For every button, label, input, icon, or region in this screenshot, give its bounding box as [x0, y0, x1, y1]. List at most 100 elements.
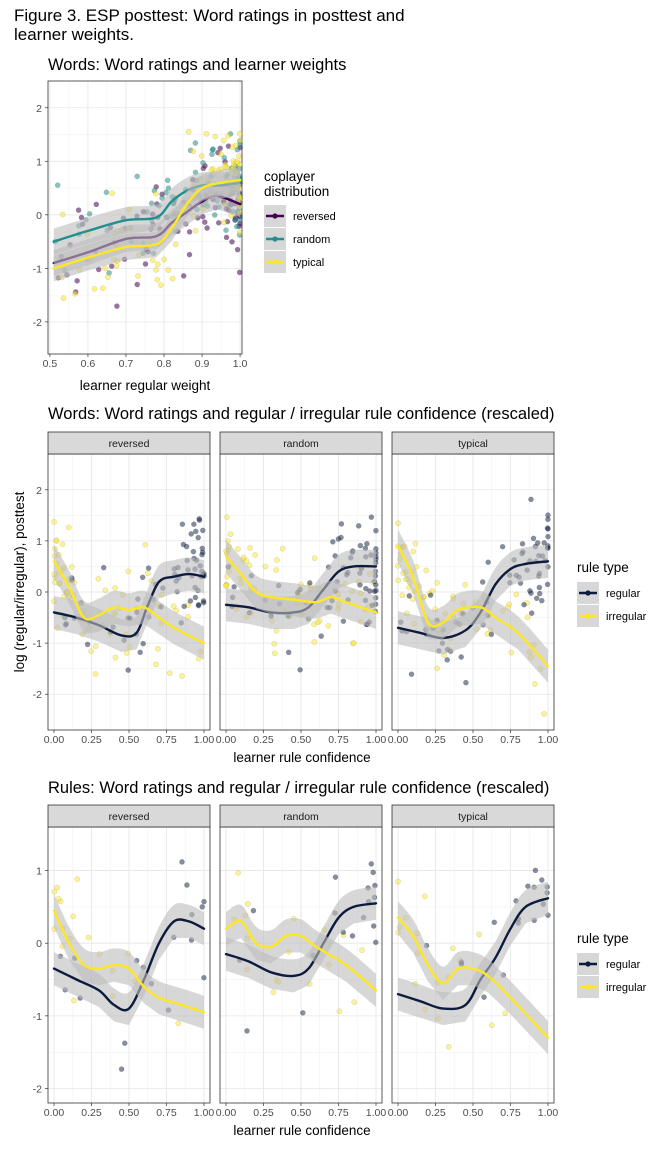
data-point: [192, 140, 199, 146]
data-point: [325, 623, 332, 629]
data-point: [247, 545, 253, 551]
facet-typical-irregular-smooth-line: [396, 916, 550, 1039]
data-point: [532, 867, 539, 874]
data-point: [330, 539, 336, 545]
facet-typical-regular-ci-band: [398, 881, 548, 1026]
facet-label: random: [283, 438, 319, 450]
data-point: [134, 281, 140, 288]
x-tick-label: 0.25: [81, 734, 102, 746]
data-point: [545, 526, 551, 532]
data-point: [539, 877, 545, 883]
data-point: [521, 601, 527, 608]
x-tick-label: 0.00: [216, 734, 237, 746]
data-point: [233, 142, 239, 149]
x-tick-label: 1.00: [366, 1107, 387, 1119]
data-point: [368, 514, 375, 520]
data-point: [234, 246, 241, 253]
data-point: [340, 618, 347, 624]
x-tick-label: 0.50: [463, 734, 484, 746]
data-point: [209, 151, 215, 158]
facet-reversed-irregular-ci-band: [54, 544, 204, 660]
facet-random-irregular-ci-band: [226, 904, 376, 1007]
data-point: [229, 239, 235, 245]
data-point: [201, 898, 207, 905]
data-point: [148, 200, 155, 207]
data-point: [195, 534, 201, 541]
data-point: [370, 869, 376, 876]
data-point: [134, 173, 140, 180]
x-tick-label: 0.00: [388, 734, 409, 746]
data-point: [114, 303, 120, 309]
data-point: [54, 884, 60, 891]
data-point: [234, 223, 240, 230]
data-point: [75, 207, 82, 213]
data-point: [513, 591, 520, 598]
facet-typical-irregular-smooth-line: [396, 544, 550, 668]
y-tick-label: -1: [33, 263, 42, 275]
y-tick-label: -1: [33, 1011, 42, 1023]
y-tick-label: -2: [33, 317, 42, 329]
data-point: [364, 540, 370, 547]
data-point: [534, 540, 541, 546]
data-point: [311, 621, 317, 628]
legend-1-item-typical: typical: [293, 257, 324, 269]
data-point: [307, 580, 313, 586]
x-tick-label: 1.0: [233, 358, 248, 370]
data-point: [541, 711, 547, 717]
x-tick-label: 0.75: [500, 1107, 521, 1119]
data-point: [445, 1044, 452, 1050]
data-point: [373, 587, 379, 594]
data-point: [262, 563, 269, 570]
legend-key-point: [272, 236, 278, 242]
data-point: [92, 671, 99, 677]
data-point: [102, 587, 109, 594]
data-point: [188, 531, 194, 537]
x-tick-label: 1.00: [194, 1107, 215, 1119]
data-point: [524, 614, 531, 621]
x-tick-label: 0.6: [81, 358, 96, 370]
x-tick-label: 0.8: [157, 358, 172, 370]
data-point: [218, 151, 224, 157]
series-typical-smooth-line: [52, 178, 242, 270]
data-point: [125, 667, 131, 673]
facet-strip: [47, 431, 211, 455]
data-point: [279, 545, 286, 552]
data-point: [528, 610, 535, 616]
data-point: [53, 538, 60, 544]
data-point: [210, 146, 216, 152]
x-tick-label: 0.00: [44, 734, 65, 746]
data-point: [153, 661, 159, 668]
x-tick-label: 0.00: [216, 1107, 237, 1119]
data-point: [491, 919, 498, 926]
data-point: [221, 154, 228, 161]
data-point: [199, 153, 205, 159]
data-point: [153, 190, 159, 197]
legend-title: rule type: [577, 560, 629, 575]
x-tick-label: 0.75: [328, 734, 349, 746]
data-point: [74, 278, 80, 284]
facet-strip: [47, 804, 211, 828]
data-point: [237, 131, 243, 137]
data-point: [69, 564, 75, 570]
legend-key-point: [272, 259, 278, 265]
x-tick-label: 1.00: [538, 1107, 559, 1119]
data-point: [434, 665, 440, 672]
x-tick-label: 0.50: [119, 1107, 140, 1119]
chart-y-label: log (regular/irregular), posttest: [12, 491, 27, 672]
data-point: [244, 1028, 250, 1034]
data-point: [541, 540, 547, 546]
data-point: [74, 876, 81, 882]
data-point: [395, 577, 402, 584]
data-point: [508, 649, 514, 656]
y-tick-label: 2: [36, 485, 42, 497]
data-point: [338, 534, 344, 541]
figure-title: Figure 3. ESP posttest: Word ratings in …: [14, 6, 405, 44]
x-tick-label: 0.75: [328, 1107, 349, 1119]
facet-random-irregular-smooth-line: [224, 919, 378, 992]
data-point: [427, 592, 434, 598]
data-point: [125, 568, 132, 575]
data-point: [449, 945, 456, 952]
x-tick-label: 0.75: [500, 734, 521, 746]
data-point: [274, 557, 280, 563]
data-point: [408, 671, 415, 677]
